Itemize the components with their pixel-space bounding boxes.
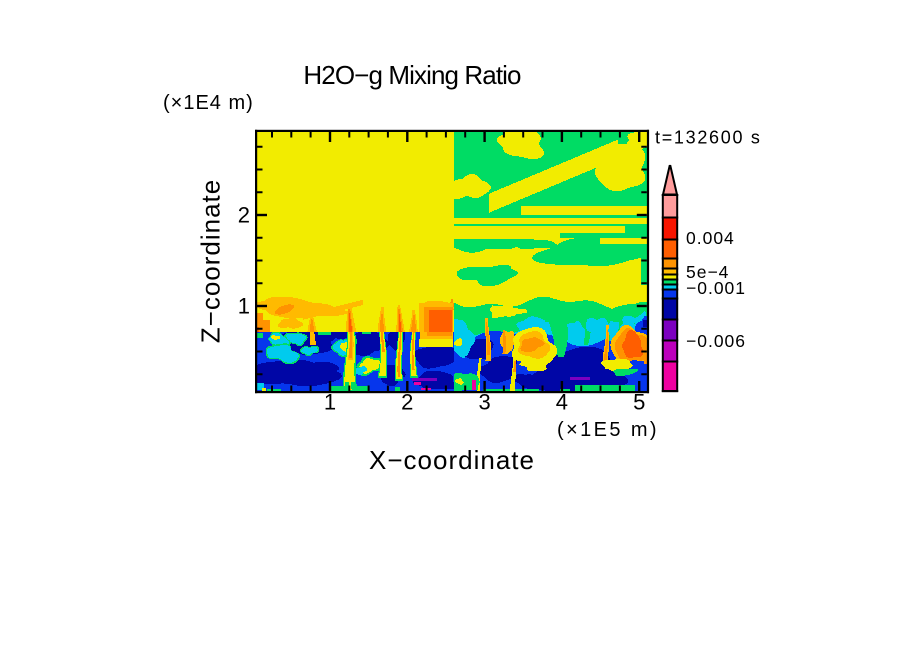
svg-text:4: 4 xyxy=(556,390,568,415)
svg-text:X−coordinate: X−coordinate xyxy=(369,445,535,475)
svg-text:H2O−g Mixing Ratio: H2O−g Mixing Ratio xyxy=(303,60,521,90)
svg-text:0.004: 0.004 xyxy=(686,228,735,248)
svg-text:1: 1 xyxy=(324,390,336,415)
svg-text:1: 1 xyxy=(238,294,250,319)
svg-text:(×1E4 m): (×1E4 m) xyxy=(163,92,254,114)
svg-text:−0.001: −0.001 xyxy=(686,278,746,298)
svg-text:2: 2 xyxy=(238,203,250,228)
svg-text:−0.006: −0.006 xyxy=(686,331,746,351)
svg-text:t=132600 s: t=132600 s xyxy=(655,128,762,148)
svg-text:Z−coordinate: Z−coordinate xyxy=(196,179,226,343)
svg-text:3: 3 xyxy=(478,390,490,415)
svg-text:5e−4: 5e−4 xyxy=(686,262,729,282)
svg-text:(×1E5 m): (×1E5 m) xyxy=(557,419,659,441)
svg-text:5: 5 xyxy=(633,390,645,415)
svg-text:2: 2 xyxy=(401,390,413,415)
